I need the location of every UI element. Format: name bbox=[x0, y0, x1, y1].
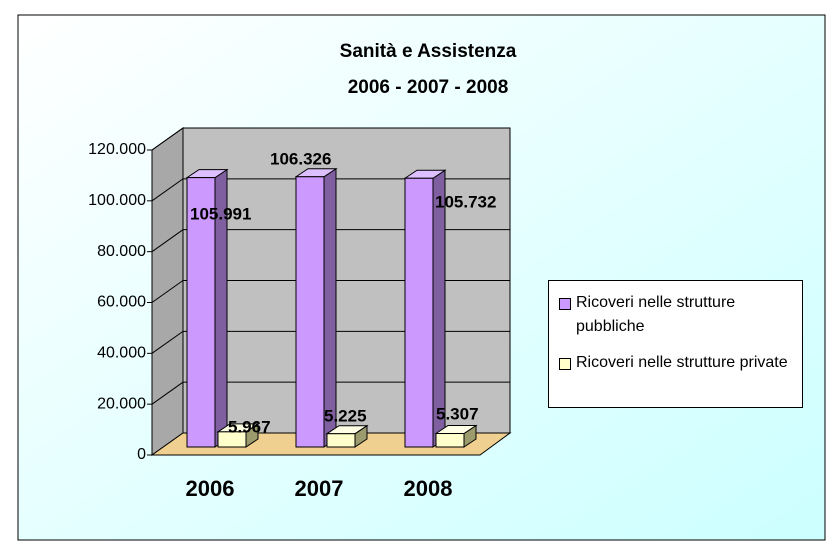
legend-item: Ricoveri nelle strutture private bbox=[559, 351, 796, 375]
y-tick-label: 20.000 bbox=[97, 395, 146, 412]
data-label: 5.967 bbox=[228, 417, 271, 436]
y-tick-label: 100.000 bbox=[88, 192, 146, 209]
bar bbox=[435, 433, 465, 448]
y-tick-label: 0 bbox=[137, 446, 146, 463]
legend: Ricoveri nelle strutture pubbliche Ricove… bbox=[548, 280, 803, 408]
x-tick-label: 2008 bbox=[404, 476, 453, 501]
grid-line bbox=[151, 330, 510, 354]
legend-label: Ricoveri nelle strutture pubbliche bbox=[576, 294, 736, 335]
y-tick-label: 40.000 bbox=[97, 345, 146, 362]
bar bbox=[326, 433, 356, 448]
bar bbox=[404, 177, 434, 448]
y-tick-label: 60.000 bbox=[97, 294, 146, 311]
grid-line bbox=[151, 381, 510, 405]
x-tick-label: 2006 bbox=[186, 476, 235, 501]
y-tick-label: 80.000 bbox=[97, 243, 146, 260]
data-label: 5.307 bbox=[436, 404, 479, 423]
data-label: 105.732 bbox=[435, 192, 496, 211]
bar bbox=[295, 176, 325, 448]
bar bbox=[186, 177, 216, 448]
grid-line bbox=[151, 178, 510, 202]
legend-label: Ricoveri nelle strutture private bbox=[576, 354, 788, 371]
data-label: 5.225 bbox=[324, 406, 367, 425]
legend-swatch bbox=[559, 298, 571, 310]
chart-subtitle: 2006 - 2007 - 2008 bbox=[348, 77, 509, 98]
data-label: 106.326 bbox=[270, 149, 331, 168]
grid-line bbox=[151, 127, 510, 151]
legend-item: Ricoveri nelle strutture pubbliche bbox=[559, 291, 796, 339]
bar bbox=[217, 431, 247, 448]
grid-line bbox=[151, 280, 510, 303]
y-tick-label: 120.000 bbox=[88, 141, 146, 158]
chart-title: Sanità e Assistenza bbox=[340, 41, 517, 62]
x-tick-label: 2007 bbox=[295, 476, 344, 501]
grid-line bbox=[151, 229, 510, 253]
legend-swatch bbox=[559, 358, 571, 370]
bar-side bbox=[323, 167, 337, 448]
data-label: 105.991 bbox=[190, 204, 251, 223]
